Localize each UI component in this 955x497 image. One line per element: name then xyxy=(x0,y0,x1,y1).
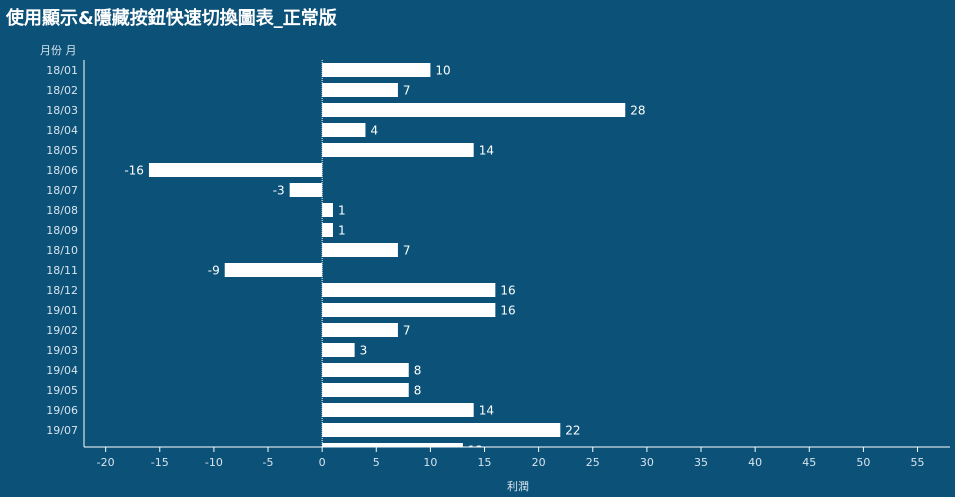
bar xyxy=(322,363,409,377)
y-tick-label: 19/07 xyxy=(46,424,78,437)
x-tick-label: 20 xyxy=(532,456,546,469)
y-tick-label: 19/02 xyxy=(46,324,78,337)
bar xyxy=(322,123,366,137)
bar xyxy=(148,163,323,177)
value-label: 28 xyxy=(630,104,645,118)
chart-title: 使用顯示&隱藏按鈕快速切換圖表_正常版 xyxy=(5,7,337,29)
value-label: 7 xyxy=(403,324,411,338)
y-tick-label: 18/09 xyxy=(46,224,78,237)
value-label: 4 xyxy=(370,124,378,138)
value-label: 22 xyxy=(565,424,580,438)
bar xyxy=(322,103,626,117)
value-label: 10 xyxy=(435,64,450,78)
y-tick-label: 18/02 xyxy=(46,84,78,97)
bar xyxy=(224,263,323,277)
y-tick-label: 18/03 xyxy=(46,104,78,117)
bar xyxy=(322,203,333,217)
x-axis-title: 利潤 xyxy=(507,480,529,493)
y-tick-label: 19/03 xyxy=(46,344,78,357)
value-label: 14 xyxy=(479,144,494,158)
x-tick-label: 0 xyxy=(319,456,326,469)
bar xyxy=(322,303,496,317)
value-label: 16 xyxy=(500,304,515,318)
bar xyxy=(289,183,323,197)
value-label: 7 xyxy=(403,244,411,258)
value-label: 13 xyxy=(468,444,483,458)
bar xyxy=(322,403,474,417)
y-tick-label: 19/08 xyxy=(46,444,78,457)
value-label: -16 xyxy=(124,164,144,178)
value-label: -3 xyxy=(273,184,285,198)
value-label: 8 xyxy=(414,364,422,378)
bar xyxy=(322,423,561,437)
x-tick-label: 15 xyxy=(478,456,492,469)
x-tick-label: 10 xyxy=(423,456,437,469)
y-tick-label: 18/08 xyxy=(46,204,78,217)
y-tick-label: 18/07 xyxy=(46,184,78,197)
bar xyxy=(322,323,398,337)
y-tick-label: 18/01 xyxy=(46,64,78,77)
value-label: 3 xyxy=(360,344,368,358)
bar xyxy=(322,243,398,257)
x-tick-label: 35 xyxy=(694,456,708,469)
x-tick-label: 5 xyxy=(373,456,380,469)
y-tick-label: 18/11 xyxy=(46,264,78,277)
y-tick-label: 18/04 xyxy=(46,124,78,137)
bar xyxy=(322,443,463,447)
bar xyxy=(322,343,355,357)
value-label: 7 xyxy=(403,84,411,98)
x-tick-label: 30 xyxy=(640,456,654,469)
x-tick-label: -15 xyxy=(151,456,169,469)
bar xyxy=(322,283,496,297)
value-label: 16 xyxy=(500,284,515,298)
y-tick-label: 18/12 xyxy=(46,284,78,297)
value-label: -9 xyxy=(208,264,220,278)
bar xyxy=(322,143,474,157)
bar xyxy=(322,383,409,397)
x-tick-label: -5 xyxy=(263,456,274,469)
value-label: 1 xyxy=(338,224,346,238)
x-tick-label: 25 xyxy=(586,456,600,469)
x-tick-label: 55 xyxy=(911,456,925,469)
x-tick-label: 50 xyxy=(856,456,870,469)
bar xyxy=(322,63,431,77)
bar xyxy=(322,83,398,97)
x-tick-label: -20 xyxy=(97,456,115,469)
value-label: 8 xyxy=(414,384,422,398)
y-tick-label: 19/04 xyxy=(46,364,78,377)
bar xyxy=(322,223,333,237)
y-tick-label: 18/06 xyxy=(46,164,78,177)
y-tick-label: 18/10 xyxy=(46,244,78,257)
x-tick-label: -10 xyxy=(205,456,223,469)
value-label: 14 xyxy=(479,404,494,418)
x-tick-label: 40 xyxy=(748,456,762,469)
y-tick-label: 18/05 xyxy=(46,144,78,157)
y-tick-label: 19/06 xyxy=(46,404,78,417)
x-tick-label: 45 xyxy=(802,456,816,469)
value-label: 1 xyxy=(338,204,346,218)
plot-area: 10 7 28 4 14 -16 -3 1 1 7 -9 16 16 7 3 8 8 14 22 19/08 13 xyxy=(46,60,646,458)
y-tick-label: 19/01 xyxy=(46,304,78,317)
y-tick-label: 19/05 xyxy=(46,384,78,397)
y-header: 月份 月 xyxy=(40,44,77,57)
